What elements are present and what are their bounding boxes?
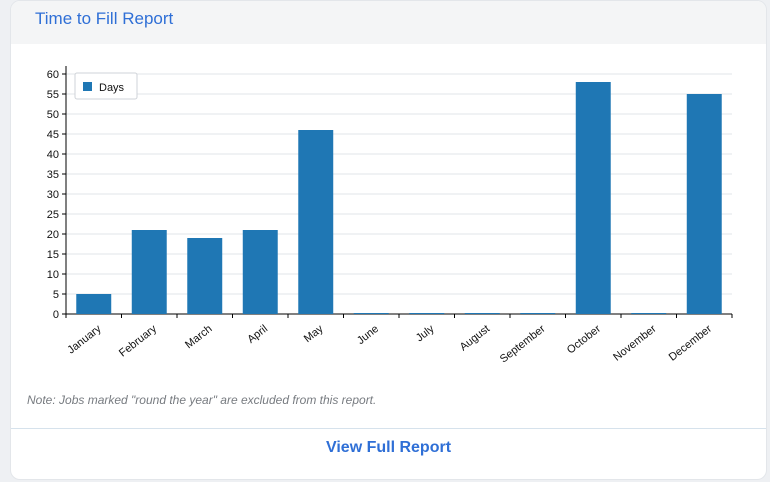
bar bbox=[686, 94, 722, 314]
bar bbox=[464, 313, 500, 314]
legend-swatch bbox=[83, 82, 92, 91]
chart-area: 0 5 10 15 20 25 30 35 40 45 50 55 60 January February M… bbox=[47, 66, 733, 366]
y-tick-label: 30 bbox=[47, 189, 59, 201]
bar bbox=[187, 238, 223, 314]
bar bbox=[242, 230, 278, 314]
x-tick-label: March bbox=[183, 323, 214, 351]
x-tick-label: November bbox=[611, 323, 659, 364]
bar bbox=[298, 130, 334, 314]
bar bbox=[409, 313, 445, 314]
x-tick-label: September bbox=[498, 323, 548, 366]
card-header: Time to Fill Report bbox=[11, 1, 766, 44]
x-tick-label: June bbox=[355, 323, 381, 347]
x-tick-label: August bbox=[458, 323, 492, 354]
x-tick-label: October bbox=[565, 323, 603, 357]
y-tick-label: 60 bbox=[47, 69, 59, 81]
y-tick-label: 5 bbox=[53, 289, 59, 301]
y-tick-label: 50 bbox=[47, 109, 59, 121]
bar bbox=[131, 230, 167, 314]
x-tick-label: May bbox=[302, 323, 326, 346]
view-full-report-button[interactable]: View Full Report bbox=[325, 439, 452, 456]
legend-label: Days bbox=[99, 82, 125, 94]
bar bbox=[520, 313, 556, 314]
y-tick-label: 55 bbox=[47, 89, 59, 101]
y-tick-label: 15 bbox=[47, 249, 59, 261]
x-tick-label: February bbox=[117, 323, 159, 360]
y-tick-label: 10 bbox=[47, 269, 59, 281]
card-title: Time to Fill Report bbox=[35, 9, 174, 28]
y-tick-label: 35 bbox=[47, 169, 59, 181]
x-tick-label: April bbox=[245, 323, 270, 346]
y-tick-label: 20 bbox=[47, 229, 59, 241]
report-note: Note: Jobs marked "round the year" are e… bbox=[27, 393, 377, 407]
y-tick-label: 40 bbox=[47, 149, 59, 161]
y-tick-label: 25 bbox=[47, 209, 59, 221]
bar bbox=[76, 294, 112, 314]
y-tick-label: 0 bbox=[53, 309, 59, 321]
y-tick-label: 45 bbox=[47, 129, 59, 141]
legend-box bbox=[74, 72, 138, 100]
x-tick-label: December bbox=[667, 323, 715, 364]
bar-chart: 0 5 10 15 20 25 30 35 40 45 50 55 60 January February M… bbox=[47, 66, 733, 366]
divider bbox=[11, 428, 766, 429]
bar bbox=[575, 82, 611, 314]
x-tick-label: July bbox=[414, 323, 437, 345]
x-tick-label: January bbox=[65, 323, 104, 357]
bar bbox=[353, 313, 389, 314]
bar bbox=[631, 313, 667, 314]
